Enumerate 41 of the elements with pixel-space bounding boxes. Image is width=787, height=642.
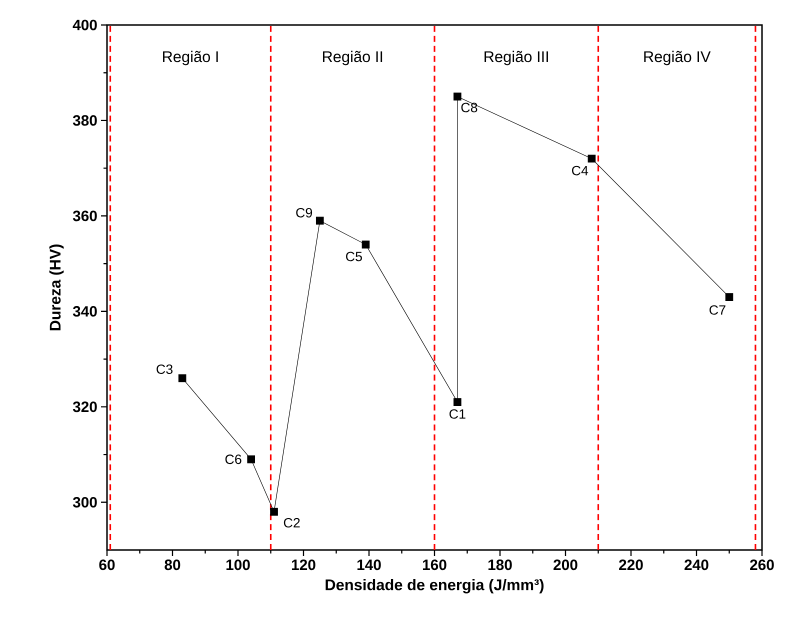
annotation: C7 bbox=[710, 305, 726, 315]
point bbox=[362, 240, 370, 248]
y-axis-title: Dureza (HV) bbox=[49, 244, 64, 330]
x-tick-label: 60 bbox=[99, 560, 115, 570]
x-tick-label: 160 bbox=[422, 560, 446, 570]
annotation: C2 bbox=[284, 518, 300, 528]
x-tick-label: 80 bbox=[164, 560, 180, 570]
annotation: C3 bbox=[156, 364, 173, 374]
point bbox=[588, 154, 596, 163]
x-axis-title: Densidade de energia (J/mm³) bbox=[326, 578, 544, 594]
point bbox=[247, 455, 255, 464]
x-tick-label: 260 bbox=[750, 560, 774, 570]
x-tick-label: 220 bbox=[619, 560, 643, 570]
x-tick-label: 200 bbox=[554, 560, 578, 570]
point bbox=[270, 508, 278, 516]
annotation: C1 bbox=[450, 409, 466, 419]
x-tick-label: 140 bbox=[357, 560, 381, 570]
y-tick-label: 340 bbox=[72, 306, 97, 317]
annotation: Região III bbox=[484, 50, 548, 66]
point bbox=[178, 374, 186, 382]
y-tick-label: 320 bbox=[72, 402, 97, 412]
annotation: C5 bbox=[346, 252, 362, 262]
annotation: C9 bbox=[296, 208, 312, 218]
point bbox=[454, 92, 462, 100]
y-tick-label: 360 bbox=[72, 210, 97, 222]
point bbox=[316, 216, 324, 225]
annotation: Região II bbox=[322, 50, 382, 66]
annotation: C6 bbox=[225, 454, 242, 464]
y-tick-label: 300 bbox=[72, 496, 97, 508]
x-tick-label: 180 bbox=[488, 560, 512, 570]
y-tick-label: 380 bbox=[72, 115, 97, 126]
x-tick-label: 100 bbox=[226, 560, 250, 570]
y-tick-label: 400 bbox=[72, 20, 97, 30]
annotation: Região I bbox=[163, 50, 218, 66]
point bbox=[725, 293, 734, 301]
annotation: C4 bbox=[572, 166, 588, 176]
x-tick-label: 120 bbox=[292, 560, 316, 570]
annotation: Região IV bbox=[644, 50, 711, 66]
point bbox=[454, 398, 462, 406]
x-tick-label: 240 bbox=[684, 560, 708, 570]
annotation: C8 bbox=[461, 102, 478, 112]
